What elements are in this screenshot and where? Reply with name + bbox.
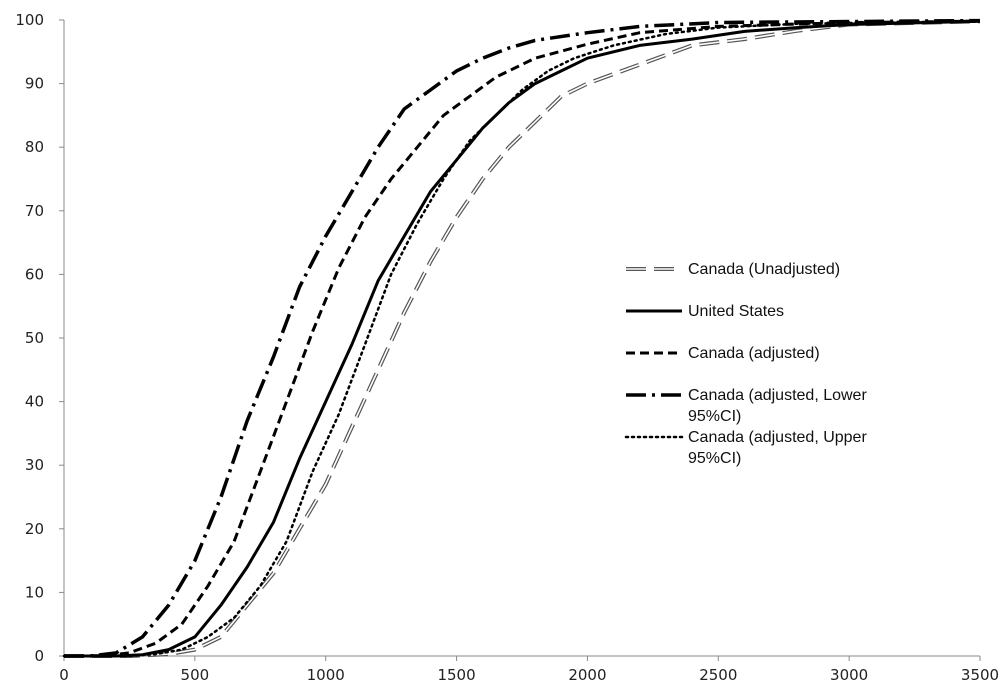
series-line xyxy=(64,20,981,657)
series-line xyxy=(64,19,981,658)
series-line xyxy=(64,19,981,658)
x-tick-label: 2500 xyxy=(699,666,737,684)
y-tick-label: 90 xyxy=(25,75,44,93)
legend: Canada (Unadjusted) United States Canada (… xyxy=(624,261,867,467)
legend-label: Canada (adjusted, Upper 95%CI) xyxy=(688,429,867,467)
x-tick-label: 2000 xyxy=(568,666,606,684)
axes: 0 500 1000 1500 2000 2500 3000 3500 0 10 20 30 40 50 6… xyxy=(15,11,999,684)
legend-label: United States xyxy=(688,303,784,320)
series-canada-adjusted xyxy=(64,19,981,658)
y-tick-label: 0 xyxy=(34,647,44,665)
y-tick-label: 40 xyxy=(25,393,44,411)
series-line xyxy=(64,19,981,658)
y-tick-label: 100 xyxy=(15,11,44,29)
x-tick-label: 500 xyxy=(181,666,210,684)
x-tick-label: 1500 xyxy=(437,666,475,684)
legend-item-canada-adjusted: Canada (adjusted) xyxy=(626,345,820,362)
y-tick-label: 30 xyxy=(25,456,44,474)
legend-label: Canada (adjusted, Lower 95%CI) xyxy=(688,387,867,425)
series-united-states xyxy=(64,19,981,658)
y-tick-label: 20 xyxy=(25,520,44,538)
legend-item-canada-adjusted-upper-95-ci: Canada (adjusted, Upper 95%CI) xyxy=(624,429,867,467)
y-tick-label: 10 xyxy=(25,583,44,601)
legend-item-canada-unadjusted: Canada (Unadjusted) xyxy=(626,261,840,278)
y-tick-label: 60 xyxy=(25,265,44,283)
legend-label: Canada (adjusted) xyxy=(688,345,820,362)
y-tick-label: 80 xyxy=(25,138,44,156)
x-tick-label: 3500 xyxy=(961,666,999,684)
legend-item-united-states: United States xyxy=(626,303,784,320)
series-canada-adjusted-upper-95-ci xyxy=(62,20,982,658)
series-canada-unadjusted xyxy=(64,19,981,658)
y-tick-label: 50 xyxy=(25,329,44,347)
series-canada-adjusted-lower-95-ci xyxy=(64,18,981,658)
legend-label: Canada (Unadjusted) xyxy=(688,261,840,278)
series-layer xyxy=(62,18,982,658)
legend-item-canada-adjusted-lower-95-ci: Canada (adjusted, Lower 95%CI) xyxy=(626,387,867,425)
series-line xyxy=(64,18,981,658)
x-tick-label: 1000 xyxy=(307,666,345,684)
x-tick-label: 0 xyxy=(59,666,69,684)
series-line xyxy=(62,20,982,658)
y-tick-label: 70 xyxy=(25,202,44,220)
x-tick-label: 3000 xyxy=(830,666,868,684)
